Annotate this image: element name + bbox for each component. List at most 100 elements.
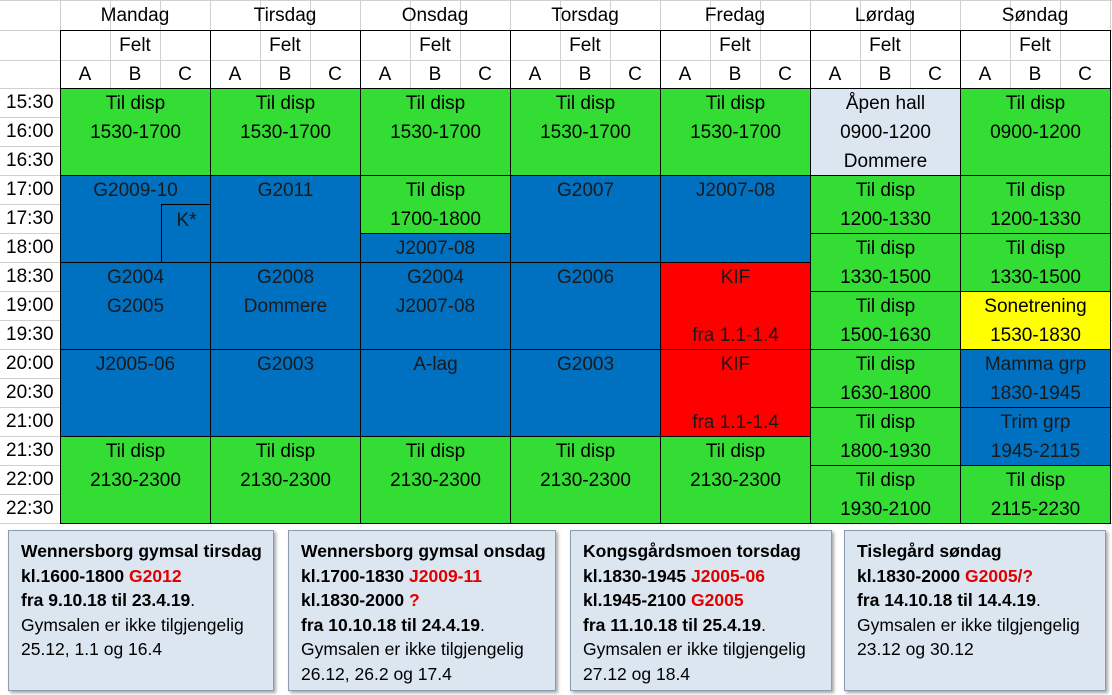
schedule-block[interactable]: A-lag xyxy=(360,349,511,437)
block-text: 2130-2300 xyxy=(540,470,631,491)
note-text: . xyxy=(190,590,196,610)
court-header: B xyxy=(728,64,742,85)
note-text: . xyxy=(480,614,485,635)
block-text: Til disp xyxy=(1005,470,1066,491)
block-text: J2007-08 xyxy=(395,296,476,317)
schedule-block[interactable]: Til disp 2130-2300 xyxy=(660,436,811,524)
schedule-block[interactable]: Mamma grp 1830-1945 xyxy=(960,349,1111,408)
schedule-block[interactable]: Til disp 1700-1800 xyxy=(360,175,511,234)
time-label: 18:30 xyxy=(6,266,54,287)
court-header: B xyxy=(878,64,892,85)
schedule-block[interactable]: Til disp 2130-2300 xyxy=(210,436,361,524)
schedule-block[interactable]: Til disp 0900-1200 xyxy=(960,88,1111,176)
note-text: Gymsalen er ikke tilgjengelig xyxy=(21,614,244,635)
schedule-block[interactable]: G2003 xyxy=(210,349,361,437)
block-text: Til disp xyxy=(555,93,616,114)
block-text: A-lag xyxy=(413,354,458,375)
schedule-block[interactable]: G2004 G2005 xyxy=(60,262,211,350)
schedule-block[interactable]: J2007-08 xyxy=(360,233,511,263)
schedule-block[interactable]: G2008 Dommere xyxy=(210,262,361,350)
block-text: 2130-2300 xyxy=(390,470,481,491)
note-line: Gymsalen er ikke tilgjengelig xyxy=(301,637,545,662)
schedule-block[interactable]: Til disp 1330-1500 xyxy=(960,233,1111,292)
schedule-block[interactable]: Til disp 1500-1630 xyxy=(810,291,961,350)
day-header: Onsdag xyxy=(401,5,469,26)
schedule-block[interactable]: Til disp 2130-2300 xyxy=(60,436,211,524)
schedule-block[interactable]: Til disp 1800-1930 xyxy=(810,407,961,466)
schedule-block[interactable]: Til disp 1330-1500 xyxy=(810,233,961,292)
schedule-block[interactable]: G2009-10 K* xyxy=(60,175,211,263)
time-label: 22:30 xyxy=(6,498,54,519)
schedule-block[interactable]: KIF fra 1.1-1.4 xyxy=(660,262,811,350)
block-text: 1530-1700 xyxy=(90,122,181,143)
block-text: Til disp xyxy=(255,441,316,462)
schedule-block[interactable]: KIF fra 1.1-1.4 xyxy=(660,349,811,437)
block-text: 1530-1830 xyxy=(990,325,1081,346)
note-line: 26.12, 26.2 og 17.4 xyxy=(301,662,545,687)
schedule-block[interactable]: Til disp 1530-1700 xyxy=(660,88,811,176)
schedule-block[interactable]: Til disp 1530-1700 xyxy=(510,88,661,176)
time-label: 17:00 xyxy=(6,179,54,200)
note-line: Gymsalen er ikke tilgjengelig xyxy=(583,637,821,662)
time-label: 18:00 xyxy=(6,237,54,258)
block-text: Til disp xyxy=(1005,238,1066,259)
block-text: KIF xyxy=(720,267,751,288)
schedule-block[interactable]: G2004 J2007-08 xyxy=(360,262,511,350)
felt-header: Felt xyxy=(269,35,301,56)
note-line: Wennersborg gymsal tirsdag xyxy=(21,539,263,564)
time-label: 16:30 xyxy=(6,150,54,171)
schedule-block[interactable]: Til disp 1530-1700 xyxy=(60,88,211,176)
day-header: Tirsdag xyxy=(253,5,317,26)
schedule-block[interactable]: Til disp 1530-1700 xyxy=(360,88,511,176)
felt-header: Felt xyxy=(569,35,601,56)
note-text: fra 9.10.18 til 23.4.19 xyxy=(21,590,191,610)
schedule-block[interactable]: G2003 xyxy=(510,349,661,437)
block-text: 1330-1500 xyxy=(840,267,931,288)
block-text: J2007-08 xyxy=(395,238,476,259)
schedule-block[interactable]: G2007 xyxy=(510,175,661,263)
schedule-block[interactable]: Til disp 1200-1330 xyxy=(960,175,1111,234)
info-note: Wennersborg gymsal onsdag kl.1700-1830 J2… xyxy=(288,530,556,691)
gridline xyxy=(0,0,1112,1)
note-text: J2009-11 xyxy=(409,565,483,586)
schedule-block[interactable]: Åpen hall 0900-1200 Dommere xyxy=(810,88,961,176)
note-text: fra 10.10.18 til 24.4.19 xyxy=(301,614,481,635)
block-text: Til disp xyxy=(255,93,316,114)
court-header: B xyxy=(278,64,292,85)
schedule-block[interactable]: Til disp 2115-2230 xyxy=(960,465,1111,524)
schedule-block[interactable]: Til disp 2130-2300 xyxy=(510,436,661,524)
time-label: 20:30 xyxy=(6,382,54,403)
note-line: fra 14.10.18 til 14.4.19. xyxy=(857,588,1095,613)
schedule-block[interactable]: Sonetrening 1530-1830 xyxy=(960,291,1111,350)
note-text: Kongsgårdsmoen torsdag xyxy=(583,541,801,561)
block-text: Mamma grp xyxy=(984,354,1087,375)
schedule-block[interactable]: Til disp 1200-1330 xyxy=(810,175,961,234)
court-header: C xyxy=(778,64,792,85)
court-header: B xyxy=(428,64,442,85)
note-line: fra 11.10.18 til 25.4.19. xyxy=(583,613,821,638)
block-text: 2115-2230 xyxy=(990,499,1081,520)
schedule-block[interactable]: Til disp 1630-1800 xyxy=(810,349,961,408)
block-text: 1530-1700 xyxy=(240,122,331,143)
schedule-block[interactable]: Til disp 1530-1700 xyxy=(210,88,361,176)
schedule-block[interactable]: G2006 xyxy=(510,262,661,350)
court-header: C xyxy=(628,64,642,85)
schedule-block[interactable]: J2005-06 xyxy=(60,349,211,437)
note-text: kl.1830-2000 xyxy=(857,565,966,586)
note-text: G2005 xyxy=(691,590,744,610)
schedule-block[interactable]: J2007-08 xyxy=(660,175,811,263)
schedule-block[interactable]: Til disp 1930-2100 xyxy=(810,465,961,524)
block-text: 1945-2115 xyxy=(990,441,1081,462)
block-text: Sonetrening xyxy=(984,296,1087,317)
block-text: Dommere xyxy=(843,151,928,172)
time-label: 20:00 xyxy=(6,353,54,374)
schedule-block[interactable]: Trim grp 1945-2115 xyxy=(960,407,1111,466)
sub-block[interactable]: K* xyxy=(161,204,211,263)
schedule-block[interactable]: Til disp 2130-2300 xyxy=(360,436,511,524)
note-text: kl.1600-1800 xyxy=(21,565,130,586)
note-text: 23.12 og 30.12 xyxy=(857,639,974,659)
note-line: Gymsalen er ikke tilgjengelig xyxy=(857,613,1095,638)
block-text: Til disp xyxy=(705,93,766,114)
schedule-block[interactable]: G2011 xyxy=(210,175,361,263)
day-header: Mandag xyxy=(100,5,170,26)
